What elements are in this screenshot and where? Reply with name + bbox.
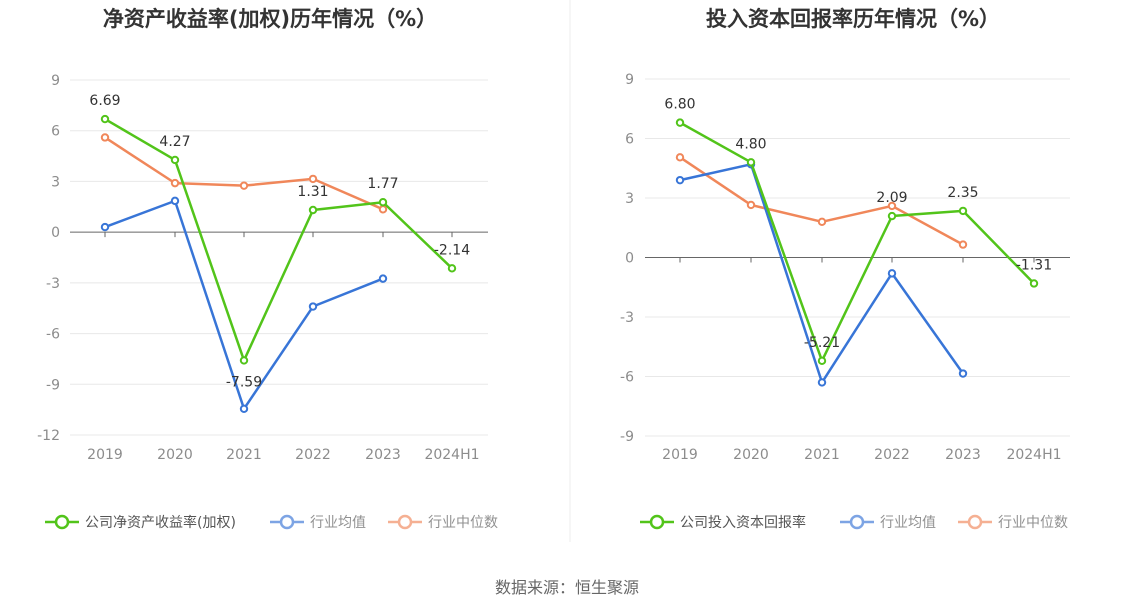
x-tick-label: 2021 bbox=[226, 447, 262, 463]
legend-label: 行业中位数 bbox=[998, 515, 1068, 531]
y-tick-label: -3 bbox=[46, 276, 60, 292]
roe-chart: 净资产收益率(加权)历年情况（%） 9 6 3 0 -3 -6 -9 -12 2019 2020 20… bbox=[37, 7, 498, 531]
x-tick-label: 2022 bbox=[295, 447, 331, 463]
data-point[interactable] bbox=[958, 206, 968, 216]
data-point[interactable] bbox=[170, 155, 180, 165]
data-label: -7.59 bbox=[226, 374, 262, 390]
y-tick-label: 0 bbox=[51, 225, 60, 241]
data-label: -1.31 bbox=[1016, 257, 1052, 273]
data-point[interactable] bbox=[308, 205, 318, 215]
data-label: 1.77 bbox=[367, 176, 398, 192]
data-point[interactable] bbox=[675, 153, 685, 162]
data-point[interactable] bbox=[746, 200, 756, 210]
x-tick-label: 2019 bbox=[662, 447, 698, 463]
x-tick-label: 2021 bbox=[804, 447, 840, 463]
legend-marker-icon bbox=[967, 514, 983, 530]
data-label: 4.27 bbox=[159, 134, 190, 150]
data-point[interactable] bbox=[887, 211, 897, 221]
data-point[interactable] bbox=[817, 217, 827, 227]
y-tick-label: -9 bbox=[46, 377, 60, 393]
legend-label: 公司净资产收益率(加权) bbox=[85, 514, 236, 531]
legend-item[interactable]: 公司投入资本回报率 bbox=[640, 514, 806, 531]
legend-label: 行业均值 bbox=[310, 515, 366, 531]
y-tick-label: -3 bbox=[620, 310, 634, 326]
data-point[interactable] bbox=[958, 240, 968, 249]
data-point[interactable] bbox=[887, 269, 897, 278]
y-tick-label: 6 bbox=[51, 124, 60, 140]
data-point[interactable] bbox=[746, 158, 756, 167]
data-point[interactable] bbox=[239, 356, 249, 365]
y-tick-label: 0 bbox=[625, 251, 634, 267]
legend-marker-icon bbox=[279, 514, 295, 530]
data-point[interactable] bbox=[887, 201, 897, 211]
y-tick-label: -9 bbox=[620, 429, 634, 445]
data-point[interactable] bbox=[675, 175, 685, 185]
data-point[interactable] bbox=[817, 378, 827, 387]
data-point[interactable] bbox=[239, 404, 249, 413]
y-tick-label: -6 bbox=[46, 327, 60, 343]
data-label: 4.80 bbox=[735, 136, 766, 152]
data-label: 1.31 bbox=[297, 184, 328, 200]
data-point[interactable] bbox=[239, 181, 249, 190]
data-label: 6.80 bbox=[664, 97, 695, 113]
x-tick-label: 2022 bbox=[874, 447, 910, 463]
data-label: -2.14 bbox=[434, 242, 470, 258]
legend-marker-icon bbox=[397, 514, 413, 530]
data-label: 2.35 bbox=[947, 185, 978, 201]
data-point[interactable] bbox=[100, 133, 110, 142]
data-point[interactable] bbox=[1029, 279, 1039, 288]
data-point[interactable] bbox=[378, 198, 388, 207]
data-source-note: 数据来源：恒生聚源 bbox=[495, 578, 639, 597]
legend-item[interactable]: 行业均值 bbox=[270, 514, 366, 531]
y-tick-label: 3 bbox=[51, 174, 60, 190]
legend-marker-icon bbox=[849, 514, 865, 530]
data-label: -5.21 bbox=[804, 335, 840, 351]
y-tick-label: -12 bbox=[37, 428, 60, 444]
chart-title: 投入资本回报率历年情况（%） bbox=[706, 7, 1000, 31]
data-point[interactable] bbox=[675, 118, 685, 127]
data-point[interactable] bbox=[170, 196, 180, 206]
data-label: 6.69 bbox=[89, 93, 120, 109]
x-tick-label: 2024H1 bbox=[424, 447, 479, 463]
legend-item[interactable]: 行业中位数 bbox=[958, 514, 1068, 531]
data-point[interactable] bbox=[378, 274, 388, 283]
data-point[interactable] bbox=[170, 178, 180, 188]
y-tick-label: 3 bbox=[625, 191, 634, 207]
y-tick-label: 9 bbox=[625, 72, 634, 88]
y-tick-label: 6 bbox=[625, 132, 634, 148]
series-line bbox=[104, 117, 453, 362]
legend-label: 行业均值 bbox=[880, 515, 936, 531]
data-point[interactable] bbox=[100, 114, 110, 124]
series-line bbox=[679, 121, 1035, 363]
chart-title: 净资产收益率(加权)历年情况（%） bbox=[103, 7, 437, 31]
series-line bbox=[104, 136, 384, 211]
data-label: 2.09 bbox=[876, 190, 907, 206]
data-point[interactable] bbox=[958, 369, 968, 378]
legend-label: 公司投入资本回报率 bbox=[680, 514, 806, 531]
legend-marker-icon bbox=[54, 514, 70, 530]
data-point[interactable] bbox=[447, 264, 457, 273]
legend-marker-icon bbox=[649, 514, 665, 530]
y-tick-label: 9 bbox=[51, 73, 60, 89]
data-point[interactable] bbox=[308, 174, 318, 184]
x-tick-label: 2023 bbox=[945, 447, 981, 463]
data-point[interactable] bbox=[100, 222, 110, 232]
data-point[interactable] bbox=[817, 356, 827, 366]
x-tick-label: 2020 bbox=[157, 447, 193, 463]
data-point[interactable] bbox=[308, 302, 318, 311]
y-tick-label: -6 bbox=[620, 370, 634, 386]
x-tick-label: 2019 bbox=[87, 447, 123, 463]
legend-item[interactable]: 行业均值 bbox=[840, 514, 936, 531]
x-tick-label: 2020 bbox=[733, 447, 769, 463]
x-tick-label: 2024H1 bbox=[1006, 447, 1061, 463]
legend-item[interactable]: 公司净资产收益率(加权) bbox=[45, 514, 236, 531]
x-tick-label: 2023 bbox=[365, 447, 401, 463]
data-point[interactable] bbox=[378, 205, 388, 214]
roic-chart: 投入资本回报率历年情况（%） 9 6 3 0 -3 -6 -9 2019 2020 2021 2022… bbox=[620, 7, 1070, 531]
legend-item[interactable]: 行业中位数 bbox=[388, 514, 498, 531]
legend-label: 行业中位数 bbox=[428, 515, 498, 531]
